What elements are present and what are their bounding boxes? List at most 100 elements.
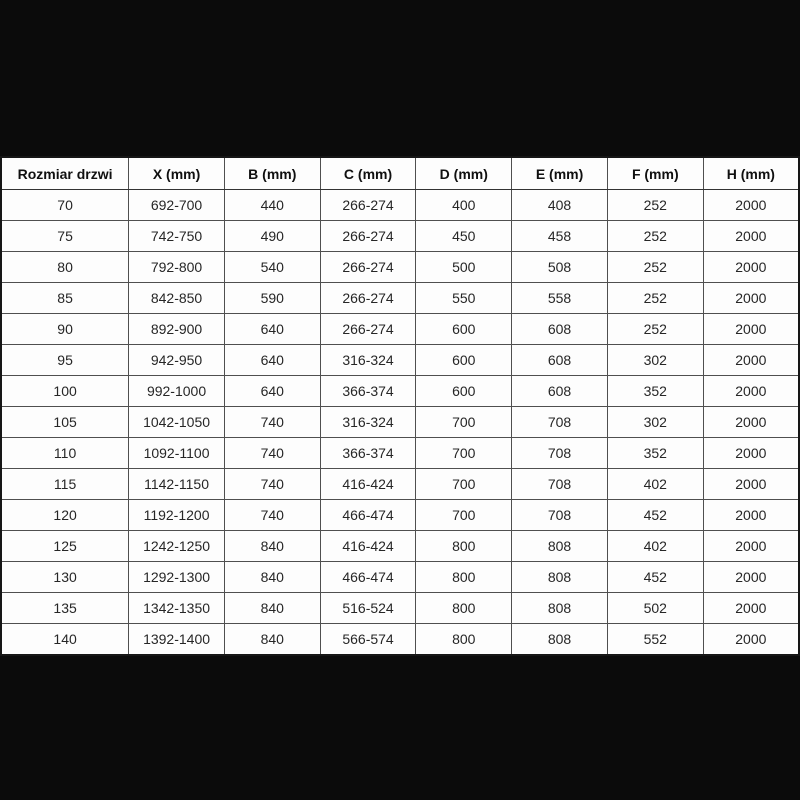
table-cell: 708 xyxy=(511,437,608,469)
column-header: X (mm) xyxy=(128,156,225,190)
table-cell: 708 xyxy=(511,468,608,500)
table-cell: 316-324 xyxy=(319,344,417,376)
table-cell: 708 xyxy=(511,499,608,531)
table-cell: 608 xyxy=(511,313,608,345)
table-cell: 516-524 xyxy=(319,592,417,624)
table-cell: 2000 xyxy=(702,406,800,438)
table-cell: 1192-1200 xyxy=(128,499,225,531)
table-cell: 120 xyxy=(0,499,130,531)
table-cell: 2000 xyxy=(702,375,800,407)
table-cell: 100 xyxy=(0,375,130,407)
table-cell: 892-900 xyxy=(128,313,225,345)
table-cell: 2000 xyxy=(702,623,800,656)
table-cell: 2000 xyxy=(702,220,800,252)
table-cell: 90 xyxy=(0,313,130,345)
table-cell: 266-274 xyxy=(319,220,417,252)
table-cell: 95 xyxy=(0,344,130,376)
column-header: Rozmiar drzwi xyxy=(0,156,130,190)
table-cell: 110 xyxy=(0,437,130,469)
table-cell: 552 xyxy=(606,623,704,656)
table-cell: 840 xyxy=(223,530,321,562)
table-cell: 700 xyxy=(415,437,513,469)
table-cell: 508 xyxy=(511,251,608,283)
table-cell: 416-424 xyxy=(319,468,417,500)
table-cell: 2000 xyxy=(702,437,800,469)
table-cell: 1092-1100 xyxy=(128,437,225,469)
table-row: 90 892-900 640 266-274 600 608 252 2000 xyxy=(0,313,800,345)
table-cell: 452 xyxy=(606,561,704,593)
table-cell: 800 xyxy=(415,561,513,593)
table-cell: 540 xyxy=(223,251,321,283)
table-cell: 792-800 xyxy=(128,251,225,283)
table-cell: 450 xyxy=(415,220,513,252)
table-cell: 252 xyxy=(606,313,704,345)
table-cell: 416-424 xyxy=(319,530,417,562)
table-body: 70 692-700 440 266-274 400 408 252 2000 75 742-75… xyxy=(0,189,800,656)
table-cell: 252 xyxy=(606,282,704,314)
table-cell: 992-1000 xyxy=(128,375,225,407)
table-cell: 266-274 xyxy=(319,251,417,283)
table-cell: 1042-1050 xyxy=(128,406,225,438)
table-cell: 566-574 xyxy=(319,623,417,656)
table-cell: 608 xyxy=(511,375,608,407)
table-row: 85 842-850 590 266-274 550 558 252 2000 xyxy=(0,282,800,314)
table-cell: 740 xyxy=(223,406,321,438)
table-cell: 1392-1400 xyxy=(128,623,225,656)
table-cell: 2000 xyxy=(702,282,800,314)
table-cell: 75 xyxy=(0,220,130,252)
table-cell: 266-274 xyxy=(319,189,417,221)
table-cell: 105 xyxy=(0,406,130,438)
table-cell: 800 xyxy=(415,592,513,624)
table-cell: 125 xyxy=(0,530,130,562)
table-cell: 500 xyxy=(415,251,513,283)
table-cell: 490 xyxy=(223,220,321,252)
table-row: 140 1392-1400 840 566-574 800 808 552 2000 xyxy=(0,623,800,656)
table-cell: 600 xyxy=(415,375,513,407)
table-cell: 2000 xyxy=(702,592,800,624)
column-header: D (mm) xyxy=(415,156,513,190)
table-cell: 366-374 xyxy=(319,375,417,407)
table-cell: 366-374 xyxy=(319,437,417,469)
table-cell: 558 xyxy=(511,282,608,314)
table-cell: 402 xyxy=(606,530,704,562)
table-cell: 502 xyxy=(606,592,704,624)
table-cell: 466-474 xyxy=(319,499,417,531)
table-cell: 740 xyxy=(223,499,321,531)
table-cell: 740 xyxy=(223,437,321,469)
table-row: 70 692-700 440 266-274 400 408 252 2000 xyxy=(0,189,800,221)
table-cell: 590 xyxy=(223,282,321,314)
table-header-row: Rozmiar drzwi X (mm) B (mm) C (mm) D (mm) E (… xyxy=(0,156,800,190)
table-row: 75 742-750 490 266-274 450 458 252 2000 xyxy=(0,220,800,252)
table-cell: 316-324 xyxy=(319,406,417,438)
table-row: 105 1042-1050 740 316-324 700 708 302 2000 xyxy=(0,406,800,438)
table-cell: 408 xyxy=(511,189,608,221)
table-cell: 600 xyxy=(415,344,513,376)
table-cell: 2000 xyxy=(702,561,800,593)
table-row: 80 792-800 540 266-274 500 508 252 2000 xyxy=(0,251,800,283)
table-cell: 840 xyxy=(223,623,321,656)
table-row: 100 992-1000 640 366-374 600 608 352 2000 xyxy=(0,375,800,407)
table-row: 130 1292-1300 840 466-474 800 808 452 2000 xyxy=(0,561,800,593)
column-header: E (mm) xyxy=(511,156,608,190)
table-cell: 742-750 xyxy=(128,220,225,252)
table-cell: 85 xyxy=(0,282,130,314)
table-cell: 842-850 xyxy=(128,282,225,314)
table-cell: 808 xyxy=(511,592,608,624)
table-cell: 2000 xyxy=(702,530,800,562)
table-cell: 80 xyxy=(0,251,130,283)
column-header: H (mm) xyxy=(702,156,800,190)
column-header: C (mm) xyxy=(319,156,417,190)
column-header: B (mm) xyxy=(223,156,321,190)
table-cell: 1292-1300 xyxy=(128,561,225,593)
table-cell: 700 xyxy=(415,406,513,438)
table-row: 115 1142-1150 740 416-424 700 708 402 2000 xyxy=(0,468,800,500)
table-cell: 252 xyxy=(606,220,704,252)
table-cell: 700 xyxy=(415,468,513,500)
table-cell: 458 xyxy=(511,220,608,252)
table-row: 120 1192-1200 740 466-474 700 708 452 2000 xyxy=(0,499,800,531)
table-cell: 252 xyxy=(606,189,704,221)
table-cell: 135 xyxy=(0,592,130,624)
table-cell: 808 xyxy=(511,530,608,562)
table-cell: 740 xyxy=(223,468,321,500)
